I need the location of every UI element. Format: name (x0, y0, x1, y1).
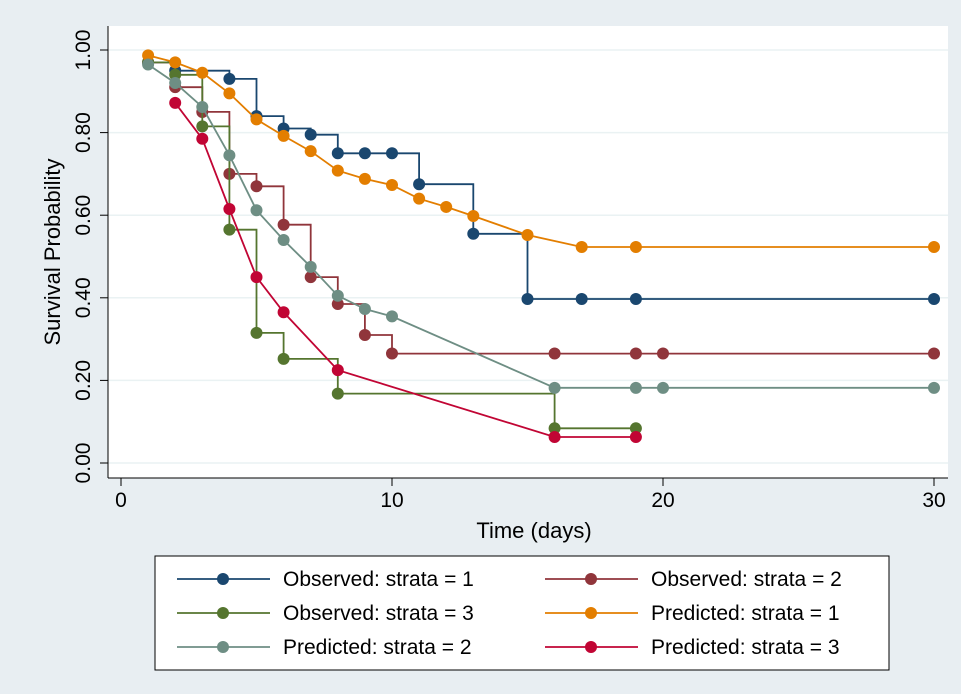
series-6-point-7 (629, 430, 642, 443)
legend-label-2: Observed: strata = 2 (651, 568, 842, 591)
series-1-point-8 (386, 147, 398, 160)
series-5-point-6 (304, 260, 317, 273)
y-tick-label-0: 0.00 (72, 443, 95, 484)
series-5-point-1 (169, 77, 182, 90)
series-1-point-6 (331, 147, 344, 160)
series-5-point-7 (331, 289, 344, 302)
y-tick-label-1: 0.20 (72, 360, 95, 401)
series-4-point-7 (331, 164, 344, 177)
legend-marker-5 (217, 641, 229, 653)
series-1-point-7 (358, 147, 371, 160)
series-3-point-1 (169, 68, 182, 81)
series-2-point-13 (928, 347, 940, 360)
series-3-point-6 (331, 387, 344, 400)
legend-box (154, 555, 890, 671)
series-1-point-2 (223, 72, 236, 85)
series-2-point-4 (250, 180, 263, 193)
series-4-point-3 (223, 87, 236, 100)
series-6-point-1 (196, 132, 209, 145)
series-5-point-3 (223, 149, 236, 162)
series-3-point-2 (196, 120, 209, 133)
series-3-point-7 (548, 422, 561, 435)
series-4-point-9 (386, 179, 398, 192)
legend: Observed: strata = 1 Observed: strata = 2… (154, 555, 890, 671)
series-4-point-15 (629, 241, 642, 254)
series-4-point-12 (467, 210, 480, 223)
series-4-point-1 (169, 56, 182, 69)
series-2-point-8 (358, 328, 371, 341)
series-1-point-9 (413, 178, 426, 191)
series-4-point-16 (928, 241, 940, 254)
series-4-point-5 (277, 129, 290, 142)
series-4-point-4 (250, 113, 263, 126)
series-layer (142, 49, 940, 443)
legend-label-1: Observed: strata = 1 (283, 568, 474, 591)
y-tick-label-5: 1.00 (72, 30, 95, 71)
x-axis-label: Time (days) (476, 518, 591, 543)
series-1-point-5 (304, 128, 317, 141)
series-1-point-10 (467, 227, 480, 240)
series-5-point-12 (657, 381, 669, 394)
legend-label-5: Predicted: strata = 2 (283, 636, 472, 659)
series-1-point-14 (928, 293, 940, 306)
x-tick-label-3: 30 (922, 489, 945, 512)
legend-marker-4 (585, 607, 597, 619)
series-4-point-10 (413, 192, 426, 205)
legend-marker-6 (585, 641, 597, 653)
y-tick-label-4: 0.80 (72, 112, 95, 153)
series-2-point-5 (277, 218, 290, 231)
series-5-point-13 (928, 381, 940, 394)
series-4-point-8 (358, 172, 371, 185)
series-1-point-11 (521, 293, 534, 306)
series-5-point-2 (196, 100, 209, 113)
x-tick-label-1: 10 (380, 489, 403, 512)
series-2-point-6 (304, 271, 317, 284)
series-5-point-5 (277, 233, 290, 246)
series-5-point-0 (142, 58, 155, 71)
series-5-point-4 (250, 204, 263, 217)
series-6-point-6 (548, 430, 561, 443)
y-tick-label-2: 0.40 (72, 277, 95, 318)
series-6-point-3 (250, 271, 263, 284)
series-6-point-0 (169, 96, 182, 109)
series-3-point-5 (277, 352, 290, 365)
series-6-point-4 (277, 306, 290, 319)
series-1-point-12 (575, 293, 588, 306)
series-line-6 (174, 102, 636, 438)
series-5-point-9 (386, 310, 398, 323)
series-1-point-13 (629, 293, 642, 306)
x-tick-label-2: 20 (651, 489, 674, 512)
series-3-point-8 (629, 422, 642, 435)
series-3-point-3 (223, 223, 236, 236)
series-2-point-11 (629, 347, 642, 360)
series-5-point-11 (629, 381, 642, 394)
series-4-point-13 (521, 229, 534, 242)
series-5-point-8 (358, 302, 371, 315)
series-6-point-2 (223, 203, 236, 216)
legend-label-6: Predicted: strata = 3 (651, 636, 840, 659)
x-tick-label-0: 0 (115, 489, 127, 512)
series-4-point-14 (575, 241, 588, 254)
series-4-point-0 (142, 49, 155, 62)
series-4-point-2 (196, 66, 209, 79)
legend-marker-2 (585, 573, 597, 585)
series-line-5 (147, 63, 934, 389)
series-3-point-4 (250, 326, 263, 339)
series-6-point-5 (331, 364, 344, 377)
series-2-point-9 (386, 347, 398, 360)
series-4-point-6 (304, 145, 317, 158)
y-tick-label-3: 0.60 (72, 195, 95, 236)
y-axis-label: Survival Probability (40, 158, 65, 345)
legend-marker-3 (217, 607, 229, 619)
series-2-point-10 (548, 347, 561, 360)
legend-label-3: Observed: strata = 3 (283, 602, 474, 625)
axes-layer: 0.00 0.20 0.40 0.60 0.80 1.00 0 10 20 30 (72, 26, 948, 512)
series-2-point-12 (657, 347, 669, 360)
series-5-point-10 (548, 381, 561, 394)
series-4-point-11 (440, 200, 453, 213)
legend-label-4: Predicted: strata = 1 (651, 602, 840, 625)
series-2-point-7 (331, 297, 344, 310)
legend-marker-1 (217, 573, 229, 585)
